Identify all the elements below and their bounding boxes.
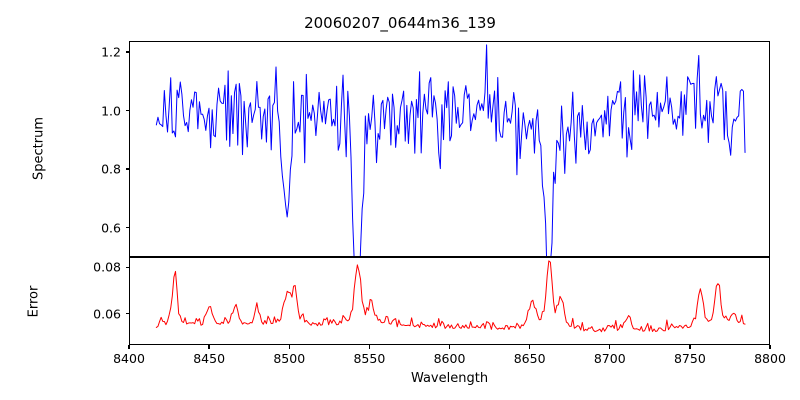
x-tick-label: 8700: [593, 351, 626, 366]
x-tick-mark: [528, 345, 531, 349]
x-tick-mark: [609, 345, 611, 349]
x-tick-label: 8600: [433, 351, 466, 366]
x-tick-label: 8550: [353, 351, 386, 366]
error-y-tick-label: 0.06: [93, 306, 121, 322]
x-tick-label: 8500: [273, 351, 306, 366]
spectrum-y-tick-mark: [125, 227, 129, 229]
x-tick-mark: [448, 345, 451, 349]
x-tick-label: 8750: [673, 351, 706, 366]
x-axis-label: Wavelength: [410, 371, 489, 386]
error-y-tick-mark: [125, 313, 129, 315]
spectrum-plot-area: [129, 41, 770, 257]
x-tick-label: 8800: [754, 351, 786, 366]
x-tick-mark: [689, 345, 691, 349]
x-tick-mark: [208, 345, 210, 349]
error-y-tick-label: 0.08: [93, 259, 121, 275]
error-data-line: [130, 258, 769, 344]
spectrum-y-tick-mark: [125, 168, 129, 170]
spectrum-data-line: [130, 42, 769, 256]
error-y-tick-mark: [125, 266, 129, 269]
x-tick-label: 8400: [113, 351, 145, 366]
x-tick-mark: [128, 345, 130, 349]
x-tick-mark: [769, 345, 771, 349]
spectrum-y-tick-label: 0.6: [101, 220, 121, 236]
chart-title: 20060207_0644m36_139: [304, 14, 496, 32]
x-tick-mark: [368, 345, 371, 349]
spectrum-y-tick-mark: [125, 109, 129, 112]
error-y-axis-label: Error: [26, 285, 42, 318]
x-tick-mark: [288, 345, 290, 349]
spectrum-y-axis-label: Spectrum: [31, 117, 47, 180]
x-tick-label: 8450: [193, 351, 226, 366]
spectrum-y-tick-label: 0.8: [101, 161, 121, 177]
spectrum-y-tick-label: 1.2: [101, 44, 121, 60]
spectrum-y-tick-mark: [125, 51, 129, 53]
x-tick-label: 8650: [513, 351, 546, 366]
spectrum-y-tick-label: 1.0: [101, 103, 121, 119]
error-plot-area: [129, 257, 770, 345]
